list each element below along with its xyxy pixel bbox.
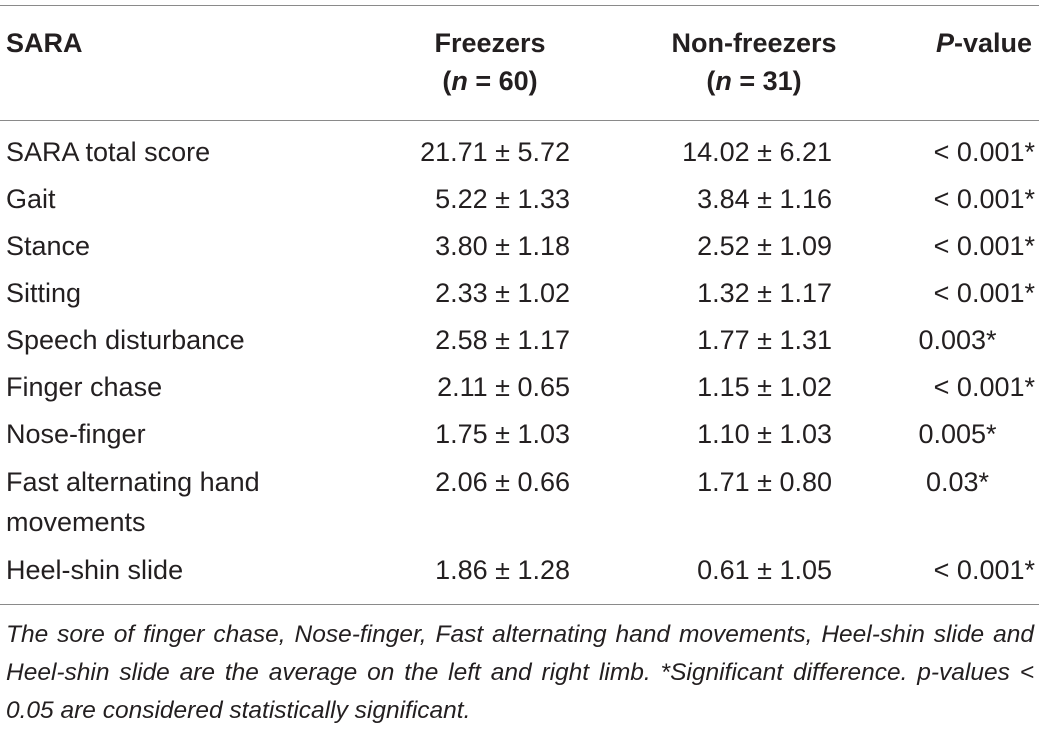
row-label: Stance [6,231,91,261]
p-value: < 0.001* [933,231,1035,261]
row-label: Heel-shin slide [6,555,184,585]
header-freezers-n-label: n [451,66,468,96]
freezers-value: 2.06 ± 0.66 [435,467,570,497]
header-non-freezers-n-label: n [715,66,732,96]
header-p-rest: -value [953,28,1032,58]
freezers-value: 1.75 ± 1.03 [435,419,570,449]
non-freezers-value: 3.84 ± 1.16 [697,184,832,214]
bottom-rule [0,604,1039,605]
row-label: Finger chase [6,372,163,402]
non-freezers-value: 2.52 ± 1.09 [697,231,832,261]
header-freezers-n-value: = 60) [467,66,538,96]
non-freezers-value: 0.61 ± 1.05 [697,555,832,585]
row-label: Sitting [6,278,82,308]
p-value: < 0.001* [933,137,1035,167]
freezers-value: 2.33 ± 1.02 [435,278,570,308]
header-p-value: P-value [912,24,1032,62]
header-freezers-n: (n = 60) [390,62,590,100]
p-value: < 0.001* [933,184,1035,214]
non-freezers-value: 1.32 ± 1.17 [697,278,832,308]
p-value: 0.003* [918,325,997,355]
header-freezers: Freezers (n = 60) [390,24,590,100]
freezers-value: 21.71 ± 5.72 [420,137,570,167]
freezers-value: 2.58 ± 1.17 [435,325,570,355]
row-label: Speech disturbance [6,325,245,355]
p-value: < 0.001* [933,555,1035,585]
row-label: Gait [6,184,56,214]
row-label: Nose-finger [6,419,146,449]
freezers-value: 3.80 ± 1.18 [435,231,570,261]
header-rule [0,120,1039,121]
freezers-value: 2.11 ± 0.65 [437,372,570,402]
non-freezers-value: 1.15 ± 1.02 [697,372,832,402]
freezers-value: 1.86 ± 1.28 [435,555,570,585]
header-non-freezers-title: Non-freezers [671,28,837,58]
non-freezers-value: 1.77 ± 1.31 [697,325,832,355]
table-footnote: The sore of finger chase, Nose-finger, F… [6,621,1034,724]
header-sara: SARA [6,28,83,58]
p-value: < 0.001* [933,278,1035,308]
p-value: 0.005* [918,419,997,449]
non-freezers-value: 1.10 ± 1.03 [697,419,832,449]
freezers-value: 5.22 ± 1.33 [435,184,570,214]
header-non-freezers-n-value: = 31) [731,66,802,96]
header-freezers-title: Freezers [434,28,546,58]
p-value: < 0.001* [933,372,1035,402]
p-value: 0.03* [925,467,990,497]
header-non-freezers: Non-freezers (n = 31) [646,24,862,100]
non-freezers-value: 1.71 ± 0.80 [697,467,832,497]
non-freezers-value: 14.02 ± 6.21 [682,137,832,167]
header-non-freezers-n: (n = 31) [646,62,862,100]
row-label: SARA total score [6,137,211,167]
header-non-freezers-open: ( [706,66,716,96]
header-p-letter: P [935,28,954,58]
top-rule [0,5,1039,6]
row-label: Fast alternating hand movements [6,467,260,537]
header-freezers-open: ( [442,66,452,96]
